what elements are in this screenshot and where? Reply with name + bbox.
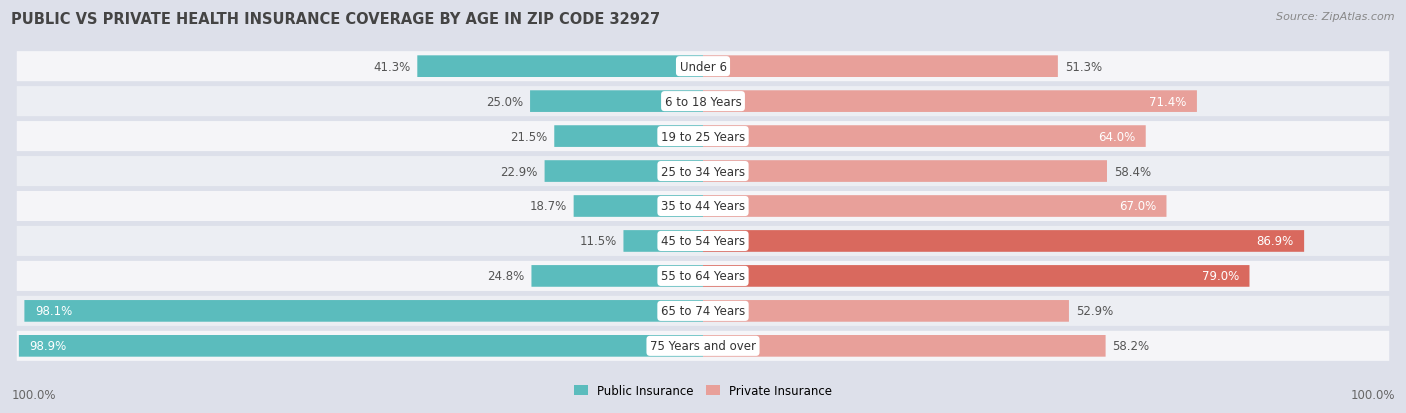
FancyBboxPatch shape [17,122,1389,152]
Text: 21.5%: 21.5% [510,130,547,143]
FancyBboxPatch shape [17,331,1389,361]
Text: 24.8%: 24.8% [488,270,524,283]
FancyBboxPatch shape [17,157,1389,187]
Text: 65 to 74 Years: 65 to 74 Years [661,305,745,318]
FancyBboxPatch shape [17,261,1389,291]
Text: 58.4%: 58.4% [1114,165,1152,178]
Text: 67.0%: 67.0% [1119,200,1156,213]
Text: 41.3%: 41.3% [373,61,411,74]
FancyBboxPatch shape [531,266,703,287]
FancyBboxPatch shape [703,91,1197,113]
FancyBboxPatch shape [703,161,1107,183]
Text: Source: ZipAtlas.com: Source: ZipAtlas.com [1277,12,1395,22]
FancyBboxPatch shape [703,56,1057,78]
FancyBboxPatch shape [623,230,703,252]
FancyBboxPatch shape [17,296,1389,326]
Text: 71.4%: 71.4% [1149,95,1187,108]
FancyBboxPatch shape [574,196,703,217]
FancyBboxPatch shape [703,266,1250,287]
Text: 6 to 18 Years: 6 to 18 Years [665,95,741,108]
FancyBboxPatch shape [703,126,1146,147]
Text: 100.0%: 100.0% [11,388,56,401]
Text: 35 to 44 Years: 35 to 44 Years [661,200,745,213]
Text: 52.9%: 52.9% [1076,305,1114,318]
FancyBboxPatch shape [544,161,703,183]
Text: 98.9%: 98.9% [30,339,66,352]
Text: 19 to 25 Years: 19 to 25 Years [661,130,745,143]
Text: 64.0%: 64.0% [1098,130,1136,143]
Text: 51.3%: 51.3% [1064,61,1102,74]
Text: Under 6: Under 6 [679,61,727,74]
Text: 22.9%: 22.9% [501,165,537,178]
FancyBboxPatch shape [418,56,703,78]
Text: 98.1%: 98.1% [35,305,72,318]
FancyBboxPatch shape [17,226,1389,256]
Text: 79.0%: 79.0% [1202,270,1239,283]
FancyBboxPatch shape [703,230,1305,252]
Text: 25.0%: 25.0% [486,95,523,108]
Text: 25 to 34 Years: 25 to 34 Years [661,165,745,178]
FancyBboxPatch shape [24,300,703,322]
Text: 11.5%: 11.5% [579,235,617,248]
FancyBboxPatch shape [17,192,1389,221]
FancyBboxPatch shape [18,335,703,357]
FancyBboxPatch shape [530,91,703,113]
Text: 55 to 64 Years: 55 to 64 Years [661,270,745,283]
FancyBboxPatch shape [17,52,1389,82]
FancyBboxPatch shape [703,335,1105,357]
Text: 86.9%: 86.9% [1257,235,1294,248]
FancyBboxPatch shape [703,300,1069,322]
Text: 100.0%: 100.0% [1350,388,1395,401]
Text: 58.2%: 58.2% [1112,339,1150,352]
Text: 45 to 54 Years: 45 to 54 Years [661,235,745,248]
FancyBboxPatch shape [703,196,1167,217]
Text: 75 Years and over: 75 Years and over [650,339,756,352]
Legend: Public Insurance, Private Insurance: Public Insurance, Private Insurance [569,379,837,401]
FancyBboxPatch shape [554,126,703,147]
Text: PUBLIC VS PRIVATE HEALTH INSURANCE COVERAGE BY AGE IN ZIP CODE 32927: PUBLIC VS PRIVATE HEALTH INSURANCE COVER… [11,12,661,27]
FancyBboxPatch shape [17,87,1389,117]
Text: 18.7%: 18.7% [530,200,567,213]
